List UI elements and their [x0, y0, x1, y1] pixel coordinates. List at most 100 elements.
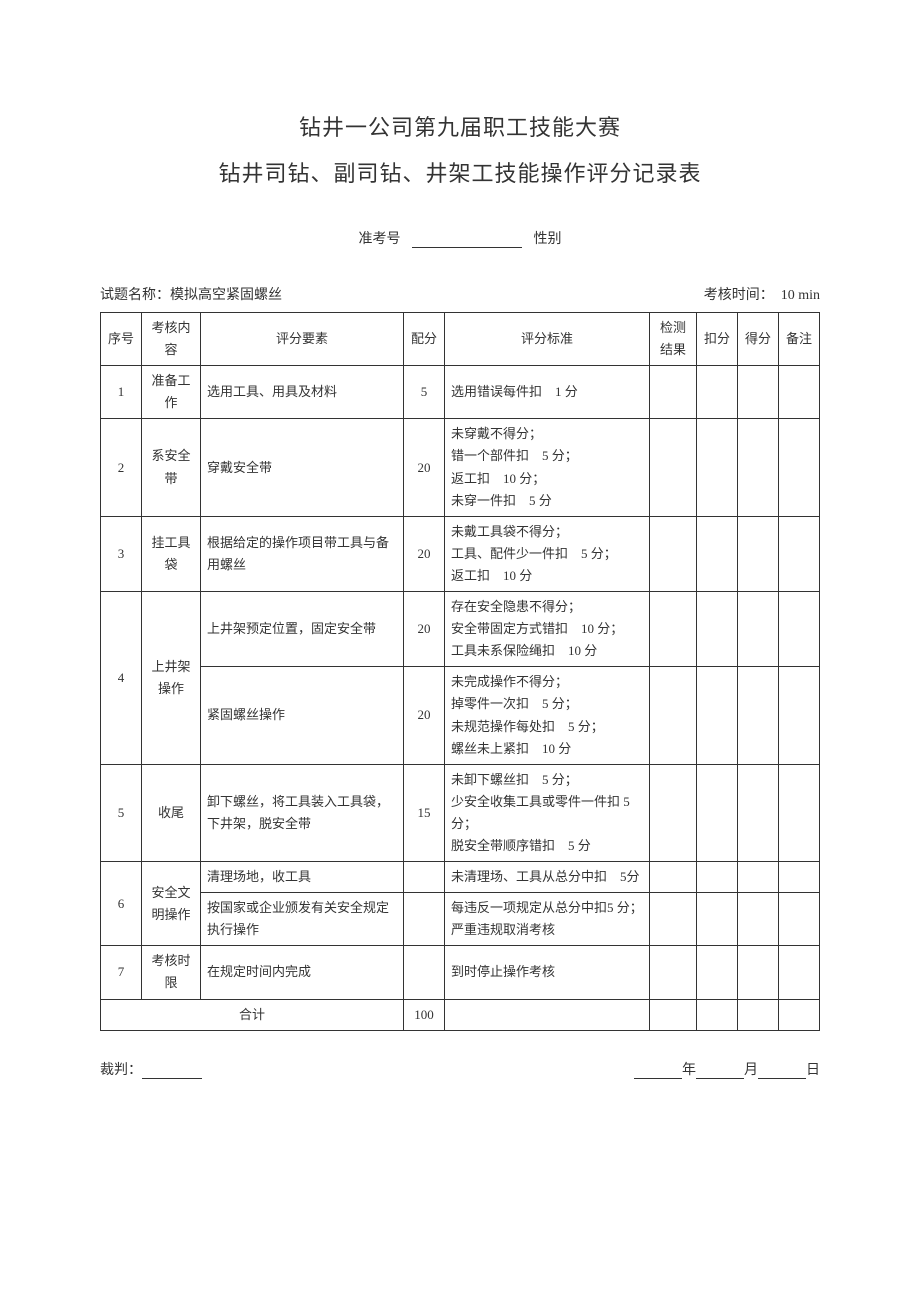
cell-score: [404, 893, 445, 946]
cell-result[interactable]: [650, 516, 697, 591]
table-row: 1准备工作选用工具、用具及材料5选用错误每件扣 1 分: [101, 366, 820, 419]
table-row: 6安全文明操作清理场地，收工具未清理场、工具从总分中扣 5分: [101, 862, 820, 893]
date-block: 年月日: [634, 1059, 820, 1079]
cell-deduct[interactable]: [697, 862, 738, 893]
cell-get[interactable]: [738, 592, 779, 667]
cell-num: 2: [101, 419, 142, 516]
cell-get[interactable]: [738, 764, 779, 861]
page-container: 钻井一公司第九届职工技能大赛 钻井司钻、副司钻、井架工技能操作评分记录表 准考号…: [0, 0, 920, 1159]
cell-num: 6: [101, 862, 142, 946]
cell-note[interactable]: [779, 516, 820, 591]
topic-left: 试题名称：模拟高空紧固螺丝: [100, 284, 282, 304]
time-label: 考核时间：: [704, 288, 774, 303]
referee-blank[interactable]: [142, 1064, 202, 1079]
cell-item: 系安全带: [142, 419, 201, 516]
cell-result[interactable]: [650, 893, 697, 946]
cell-score: 5: [404, 366, 445, 419]
exam-no-blank[interactable]: [412, 233, 522, 248]
cell-deduct[interactable]: [697, 516, 738, 591]
cell-result[interactable]: [650, 862, 697, 893]
cell-standard: 未完成操作不得分； 掉零件一次扣 5 分； 未规范操作每处扣 5 分； 螺丝未上…: [445, 667, 650, 764]
col-score: 配分: [404, 313, 445, 366]
cell-standard: 存在安全隐患不得分； 安全带固定方式错扣 10 分； 工具未系保险绳扣 10 分: [445, 592, 650, 667]
table-head-row: 序号 考核内容 评分要素 配分 评分标准 检测结果 扣分 得分 备注: [101, 313, 820, 366]
month-label: 月: [744, 1063, 758, 1078]
main-title-2: 钻井司钻、副司钻、井架工技能操作评分记录表: [100, 156, 820, 188]
table-row: 7考核时限在规定时间内完成到时停止操作考核: [101, 946, 820, 999]
cell-get[interactable]: [738, 667, 779, 764]
total-label: 合计: [101, 999, 404, 1030]
time-value: 10 min: [781, 288, 820, 303]
cell-note[interactable]: [779, 366, 820, 419]
cell-result[interactable]: [650, 764, 697, 861]
cell-get[interactable]: [738, 419, 779, 516]
year-label: 年: [682, 1063, 696, 1078]
cell-note[interactable]: [779, 592, 820, 667]
cell-deduct[interactable]: [697, 764, 738, 861]
cell-note[interactable]: [779, 862, 820, 893]
total-standard: [445, 999, 650, 1030]
table-row: 5收尾卸下螺丝，将工具装入工具袋，下井架，脱安全带15未卸下螺丝扣 5 分； 少…: [101, 764, 820, 861]
cell-deduct[interactable]: [697, 592, 738, 667]
cell-deduct[interactable]: [697, 366, 738, 419]
cell-result[interactable]: [650, 592, 697, 667]
col-item: 考核内容: [142, 313, 201, 366]
cell-factor: 卸下螺丝，将工具装入工具袋，下井架，脱安全带: [201, 764, 404, 861]
cell-deduct[interactable]: [697, 946, 738, 999]
cell-item: 准备工作: [142, 366, 201, 419]
cell-factor: 按国家或企业颁发有关安全规定执行操作: [201, 893, 404, 946]
year-blank[interactable]: [634, 1064, 682, 1079]
table-head: 序号 考核内容 评分要素 配分 评分标准 检测结果 扣分 得分 备注: [101, 313, 820, 366]
col-get: 得分: [738, 313, 779, 366]
cell-note[interactable]: [779, 764, 820, 861]
cell-item: 考核时限: [142, 946, 201, 999]
cell-score: [404, 862, 445, 893]
cell-deduct[interactable]: [697, 893, 738, 946]
candidate-meta: 准考号 性别: [100, 228, 820, 248]
cell-standard: 未清理场、工具从总分中扣 5分: [445, 862, 650, 893]
cell-result[interactable]: [650, 946, 697, 999]
referee-block: 裁判：: [100, 1059, 202, 1079]
month-blank[interactable]: [696, 1064, 744, 1079]
cell-get[interactable]: [738, 893, 779, 946]
total-value: 100: [404, 999, 445, 1030]
cell-note[interactable]: [779, 667, 820, 764]
cell-factor: 在规定时间内完成: [201, 946, 404, 999]
cell-note[interactable]: [779, 893, 820, 946]
cell-get[interactable]: [738, 516, 779, 591]
cell-note[interactable]: [779, 419, 820, 516]
cell-factor: 选用工具、用具及材料: [201, 366, 404, 419]
day-blank[interactable]: [758, 1064, 806, 1079]
cell-deduct[interactable]: [697, 419, 738, 516]
cell-num: 7: [101, 946, 142, 999]
cell-result[interactable]: [650, 419, 697, 516]
cell-score: 20: [404, 592, 445, 667]
col-result: 检测结果: [650, 313, 697, 366]
cell-factor: 紧固螺丝操作: [201, 667, 404, 764]
referee-label: 裁判：: [100, 1063, 142, 1078]
cell-score: 20: [404, 667, 445, 764]
cell-result[interactable]: [650, 667, 697, 764]
table-row: 按国家或企业颁发有关安全规定执行操作每违反一项规定从总分中扣5 分；严重违规取消…: [101, 893, 820, 946]
cell-item: 收尾: [142, 764, 201, 861]
cell-result[interactable]: [650, 366, 697, 419]
cell-score: 15: [404, 764, 445, 861]
day-label: 日: [806, 1063, 820, 1078]
col-num: 序号: [101, 313, 142, 366]
topic-label: 试题名称：: [100, 288, 170, 303]
cell-factor: 清理场地，收工具: [201, 862, 404, 893]
cell-get[interactable]: [738, 946, 779, 999]
cell-factor: 上井架预定位置，固定安全带: [201, 592, 404, 667]
cell-get[interactable]: [738, 862, 779, 893]
col-standard: 评分标准: [445, 313, 650, 366]
cell-standard: 选用错误每件扣 1 分: [445, 366, 650, 419]
cell-get[interactable]: [738, 366, 779, 419]
cell-standard: 未戴工具袋不得分； 工具、配件少一件扣 5 分； 返工扣 10 分: [445, 516, 650, 591]
cell-note[interactable]: [779, 946, 820, 999]
cell-item: 安全文明操作: [142, 862, 201, 946]
cell-deduct[interactable]: [697, 667, 738, 764]
gender-label: 性别: [534, 232, 562, 247]
col-factor: 评分要素: [201, 313, 404, 366]
topic-info-row: 试题名称：模拟高空紧固螺丝 考核时间： 10 min: [100, 284, 820, 304]
cell-standard: 每违反一项规定从总分中扣5 分；严重违规取消考核: [445, 893, 650, 946]
